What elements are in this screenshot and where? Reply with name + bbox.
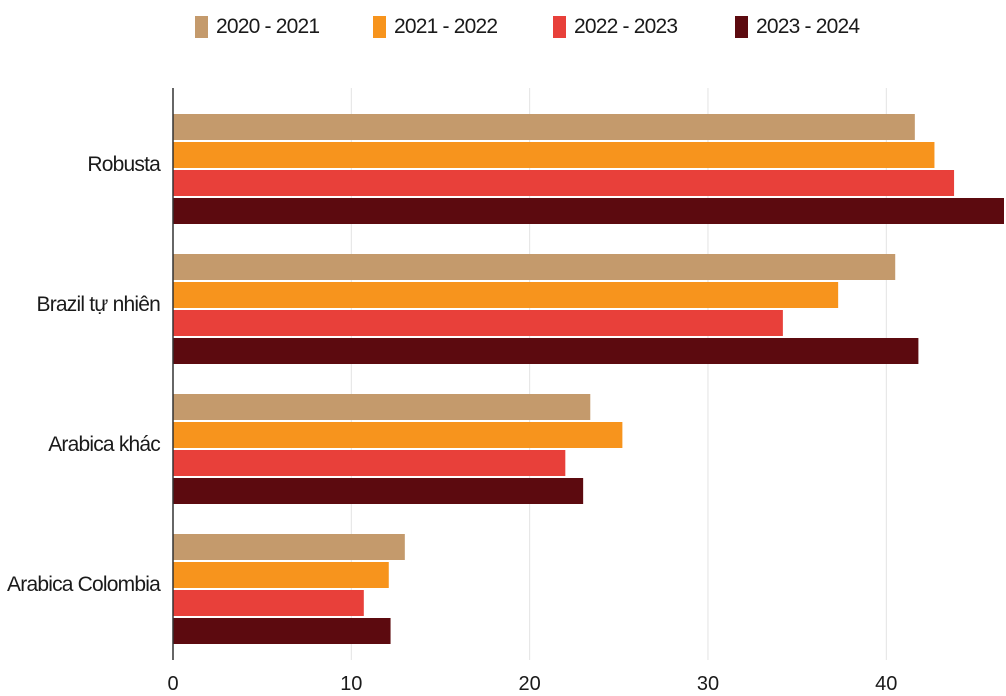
legend-label-2023-2024: 2023 - 2024 (756, 15, 860, 38)
legend-swatch-2022-2023 (553, 16, 566, 38)
bar-0-0 (173, 114, 915, 140)
bar-1-1 (173, 282, 839, 308)
category-label: Arabica Colombia (7, 573, 161, 596)
legend-swatch-2020-2021 (195, 16, 208, 38)
bar-3-3 (173, 618, 391, 644)
legend-label-2022-2023: 2022 - 2023 (574, 15, 678, 38)
bar-3-2 (173, 590, 364, 616)
bar-2-2 (173, 450, 566, 476)
bar-0-2 (173, 170, 955, 196)
x-tick-label: 0 (167, 673, 178, 695)
x-tick-label: 30 (697, 673, 719, 695)
bar-3-0 (173, 534, 405, 560)
category-label: Brazil tự nhiên (37, 293, 161, 316)
bar-0-1 (173, 142, 935, 168)
bar-1-3 (173, 338, 919, 364)
category-label: Arabica khác (48, 433, 160, 456)
bar-0-3 (173, 198, 1004, 224)
bar-2-3 (173, 478, 584, 504)
legend-item-2021-2022: 2021 - 2022 (373, 12, 498, 42)
x-tick-label: 10 (340, 673, 362, 695)
x-tick-label: 40 (875, 673, 897, 695)
category-label: Robusta (87, 153, 161, 176)
x-tick-label: 20 (519, 673, 541, 695)
bar-1-2 (173, 310, 783, 336)
legend-swatch-2023-2024 (735, 16, 748, 38)
bar-2-1 (173, 422, 623, 448)
legend-swatch-2021-2022 (373, 16, 386, 38)
legend-item-2023-2024: 2023 - 2024 (735, 12, 860, 42)
legend-label-2020-2021: 2020 - 2021 (216, 15, 320, 38)
bar-1-0 (173, 254, 896, 280)
bar-2-0 (173, 394, 591, 420)
legend-label-2021-2022: 2021 - 2022 (394, 15, 498, 38)
legend-item-2020-2021: 2020 - 2021 (195, 12, 320, 42)
legend: 2020 - 2021 2021 - 2022 2022 - 2023 2023… (0, 12, 1006, 42)
bar-3-1 (173, 562, 389, 588)
legend-item-2022-2023: 2022 - 2023 (553, 12, 678, 42)
